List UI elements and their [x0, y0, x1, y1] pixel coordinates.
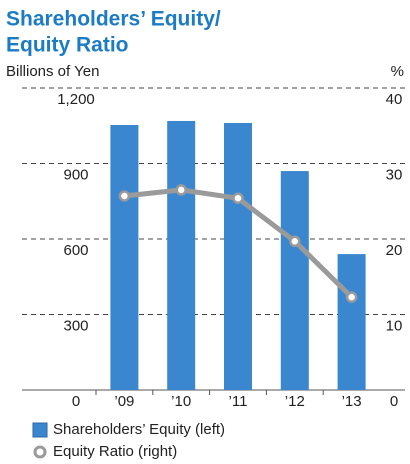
legend-label: Shareholders’ Equity (left)	[53, 421, 225, 438]
line-marker	[289, 235, 301, 248]
y-tick-label: 300	[63, 317, 88, 334]
x-tick-label: ’12	[285, 393, 305, 410]
line-marker	[345, 291, 358, 303]
y-tick-label: 900	[63, 166, 88, 183]
line-marker	[118, 190, 131, 202]
bar	[110, 124, 139, 391]
line-marker	[232, 192, 244, 204]
bar	[280, 171, 309, 390]
y2-tick-label: 0	[390, 393, 398, 410]
y2-tick-label: 20	[386, 242, 403, 259]
y2-axis-label: %	[391, 63, 404, 80]
y-tick-label: 1,200	[57, 91, 95, 108]
x-tick-label: ’13	[342, 393, 362, 410]
chart-title: Shareholders’ Equity/	[6, 8, 221, 31]
bar	[337, 254, 366, 390]
y-tick-label: 0	[72, 393, 80, 410]
y2-tick-label: 10	[386, 317, 403, 334]
legend-label: Equity Ratio (right)	[53, 443, 177, 460]
bar	[167, 120, 196, 391]
line-marker	[175, 184, 187, 196]
bar	[224, 122, 252, 391]
x-tick-label: ’09	[114, 393, 134, 410]
y2-tick-label: 40	[386, 91, 403, 108]
x-tick-label: ’10	[171, 393, 191, 410]
x-tick-label: ’11	[229, 393, 248, 410]
y-tick-label: 600	[63, 242, 88, 259]
legend-swatch	[32, 422, 48, 438]
y2-tick-label: 30	[386, 166, 403, 183]
chart-title: Equity Ratio	[6, 34, 129, 57]
legend-swatch	[33, 445, 47, 459]
y-axis-label: Billions of Yen	[6, 63, 99, 80]
